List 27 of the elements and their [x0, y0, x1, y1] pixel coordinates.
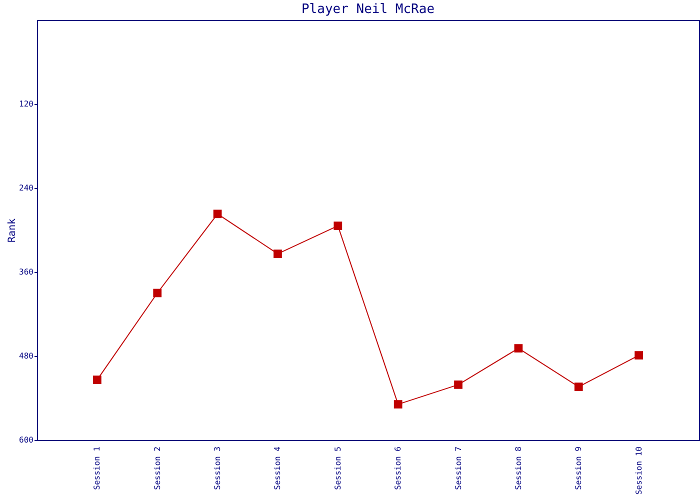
x-tick-label: Session 1	[92, 446, 102, 490]
x-tick-label: Session 5	[333, 446, 342, 490]
point	[634, 351, 643, 360]
y-tick-label: 240	[19, 184, 34, 192]
x-tick-label: Session 2	[152, 446, 162, 490]
chart-title: Player Neil McRae	[301, 2, 435, 17]
y-tick-label: 120	[19, 100, 34, 108]
x-tick-label: Session 10	[634, 446, 644, 495]
x-tick-label: Session 4	[273, 446, 282, 490]
x-tick-label: Session 9	[574, 446, 584, 490]
y-axis-title: Rank	[7, 218, 18, 243]
point	[454, 380, 462, 389]
x-tick-label: Session 8	[514, 446, 523, 490]
point	[574, 382, 583, 391]
point	[93, 376, 102, 384]
x-tick-label: Session 6	[394, 446, 403, 490]
x-tick-label: Session 7	[454, 446, 463, 490]
x-tick-label: Session 3	[213, 446, 222, 490]
point	[213, 210, 222, 218]
point	[274, 250, 282, 258]
y-tick-label: 600	[19, 436, 34, 444]
point	[514, 344, 523, 352]
y-tick-label: 480	[19, 352, 34, 360]
point	[394, 400, 402, 408]
point	[153, 288, 162, 298]
y-tick-label: 360	[19, 268, 34, 276]
point	[334, 222, 342, 230]
